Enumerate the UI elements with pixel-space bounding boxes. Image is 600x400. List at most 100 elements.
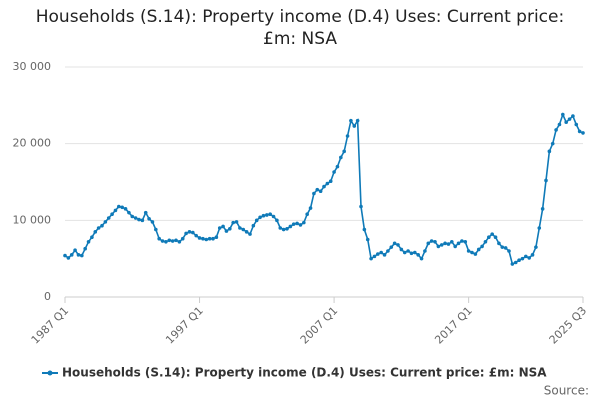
series-line — [64, 112, 584, 266]
data-point — [517, 258, 521, 263]
data-point — [540, 207, 545, 211]
data-point — [500, 245, 505, 249]
data-point — [157, 236, 161, 241]
data-point — [365, 237, 370, 242]
data-point — [574, 122, 579, 127]
y-tick-label: 30 000 — [13, 60, 52, 73]
data-point — [281, 227, 286, 232]
y-tick-label: 20 000 — [13, 137, 52, 150]
data-point — [433, 240, 437, 244]
data-point — [147, 217, 151, 221]
data-point — [379, 250, 383, 255]
data-point — [123, 207, 128, 211]
data-point — [180, 236, 185, 241]
data-point — [577, 129, 582, 134]
data-point — [359, 204, 363, 209]
data-point — [325, 181, 330, 186]
data-point — [197, 236, 202, 240]
data-point — [493, 235, 498, 239]
data-point — [66, 256, 71, 260]
data-point — [567, 117, 572, 121]
data-point — [278, 226, 283, 230]
data-point — [513, 260, 518, 265]
data-point — [349, 118, 353, 123]
data-point — [103, 220, 108, 224]
data-point — [416, 253, 420, 257]
data-point — [473, 252, 478, 256]
data-point — [150, 220, 155, 224]
data-point — [439, 243, 444, 247]
data-point — [520, 256, 525, 261]
chart-title: Households (S.14): Property income (D.4)… — [35, 7, 565, 49]
legend-label: Households (S.14): Property income (D.4)… — [62, 366, 547, 380]
data-point — [130, 214, 135, 219]
data-point — [100, 223, 104, 228]
data-point — [328, 179, 333, 184]
data-point — [291, 222, 296, 226]
source: Source: — [544, 384, 589, 398]
data-point — [211, 236, 215, 241]
data-point — [113, 208, 118, 213]
data-point — [302, 220, 306, 225]
data-point — [207, 236, 212, 241]
data-point — [399, 247, 404, 252]
data-point — [170, 239, 175, 243]
data-point — [497, 241, 501, 246]
data-point — [547, 149, 552, 154]
data-point — [96, 226, 101, 230]
data-point — [241, 227, 246, 232]
data-point — [244, 230, 249, 234]
data-point — [550, 141, 555, 146]
data-point — [376, 252, 380, 256]
data-point — [167, 238, 172, 243]
data-point — [426, 241, 431, 246]
data-point — [174, 238, 178, 243]
data-point — [389, 245, 394, 249]
data-point — [261, 213, 266, 218]
data-point — [476, 247, 481, 252]
data-point — [69, 253, 74, 257]
data-point — [429, 239, 434, 243]
data-point — [490, 232, 494, 236]
data-point — [450, 240, 454, 244]
data-point — [537, 226, 542, 230]
data-point — [76, 253, 81, 257]
data-point — [224, 229, 229, 233]
data-point — [254, 218, 259, 223]
data-point — [463, 240, 468, 244]
data-point — [339, 155, 343, 160]
data-point — [154, 227, 158, 232]
data-point — [419, 256, 424, 261]
data-point — [470, 250, 474, 255]
legend-marker — [47, 370, 53, 376]
data-point — [534, 245, 538, 249]
data-point — [392, 241, 397, 246]
data-point — [187, 230, 192, 234]
data-point — [73, 248, 77, 253]
data-point — [295, 221, 299, 226]
data-point — [127, 210, 131, 215]
data-point — [446, 242, 451, 246]
data-point — [265, 213, 269, 217]
data-point — [372, 254, 377, 259]
data-point — [275, 218, 279, 223]
data-point — [86, 240, 91, 244]
data-point — [137, 217, 141, 222]
data-point — [251, 223, 256, 228]
x-tick-label: 2025 Q3 — [547, 304, 590, 347]
data-point — [345, 134, 350, 138]
data-point — [386, 249, 390, 253]
data-point — [268, 212, 272, 216]
data-point — [143, 210, 148, 215]
data-point — [298, 223, 303, 227]
data-point — [335, 164, 340, 169]
data-point — [83, 246, 87, 251]
data-point — [318, 189, 323, 193]
data-point — [117, 204, 121, 209]
data-point — [483, 240, 488, 244]
data-point — [133, 216, 138, 220]
data-point — [234, 220, 239, 224]
data-point — [164, 240, 168, 244]
data-point — [305, 212, 309, 216]
